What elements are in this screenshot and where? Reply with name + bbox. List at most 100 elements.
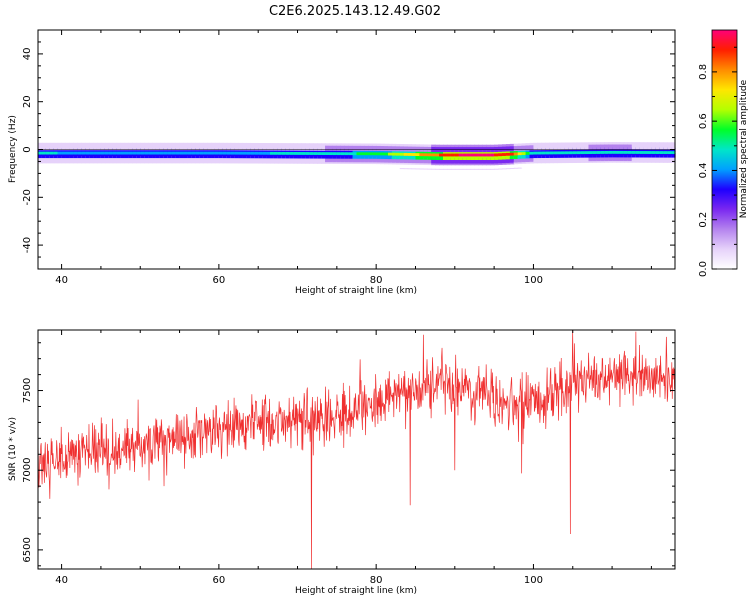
- spectral-cell: [214, 142, 220, 146]
- spectral-cell: [387, 161, 393, 165]
- spectral-cell: [498, 157, 503, 164]
- spectral-cell: [246, 161, 251, 164]
- spectral-cell: [627, 153, 633, 158]
- spectral-cell: [407, 145, 413, 152]
- spectral-cell: [262, 167, 267, 169]
- spectral-cell: [376, 161, 381, 165]
- spectral-cell: [572, 155, 578, 162]
- spectral-cell: [639, 155, 645, 162]
- spectral-cell: [254, 148, 259, 153]
- spectral-cell: [89, 160, 94, 164]
- spectral-cell: [218, 160, 224, 164]
- spectral-cell: [564, 153, 570, 158]
- spectral-cell: [152, 160, 157, 164]
- spectral-cell: [525, 161, 531, 164]
- spectral-ridge-cell: [395, 152, 401, 156]
- spectral-cell: [541, 144, 546, 151]
- spectral-cell: [427, 146, 432, 152]
- spectral-cell: [317, 167, 322, 169]
- spectral-ridge-cell: [96, 151, 102, 155]
- spectral-cell: [470, 155, 476, 161]
- spectral-cell: [155, 142, 161, 146]
- spectrogram-y-tick-label: 40: [22, 48, 33, 61]
- spectral-cell: [537, 144, 542, 151]
- spectral-cell: [639, 166, 645, 168]
- spectral-cell: [49, 166, 55, 168]
- spectral-cell: [340, 167, 346, 169]
- spectral-ridge-cell: [588, 151, 594, 154]
- spectral-cell: [309, 156, 314, 163]
- spectral-cell: [163, 155, 169, 162]
- spectral-cell: [171, 144, 177, 151]
- spectral-cell: [450, 168, 456, 170]
- spectral-cell: [49, 155, 55, 162]
- spectrogram-y-tick-label: -20: [22, 189, 33, 205]
- spectral-cell: [211, 155, 216, 162]
- spectral-cell: [643, 160, 649, 163]
- spectral-cell: [332, 143, 338, 146]
- spectral-cell: [584, 144, 590, 150]
- spectrogram-axes: 40 60 80 100 40 20 0 -20 -40: [22, 30, 675, 286]
- spectral-cell: [277, 143, 283, 146]
- spectral-cell: [65, 144, 71, 151]
- spectral-cell: [537, 166, 542, 168]
- spectral-cell: [352, 156, 358, 163]
- spectral-cell: [576, 166, 582, 168]
- spectral-cell: [655, 166, 660, 168]
- snr-y-tick-label: 7000: [22, 457, 33, 482]
- spectral-cell: [183, 160, 189, 164]
- spectral-cell: [230, 161, 236, 164]
- spectral-cell: [49, 160, 55, 164]
- spectral-cell: [69, 155, 74, 162]
- spectral-cell: [175, 153, 181, 159]
- spectral-cell: [584, 155, 590, 162]
- spectral-cell: [604, 166, 609, 168]
- spectral-cell: [580, 160, 586, 163]
- spectral-cell: [592, 142, 597, 145]
- spectral-cell: [549, 155, 554, 162]
- spectrogram-y-tick-label: 0: [22, 146, 33, 152]
- spectral-cell: [368, 145, 373, 151]
- spectral-cell: [403, 157, 409, 163]
- spectral-cell: [171, 155, 177, 162]
- spectral-cell: [112, 160, 118, 164]
- spectral-ridge-cell: [564, 151, 570, 155]
- spectral-cell: [608, 166, 613, 168]
- spectral-ridge-cell: [108, 151, 114, 155]
- spectral-cell: [659, 160, 664, 163]
- spectral-ridge-cell: [478, 153, 483, 157]
- spectral-cell: [120, 160, 126, 164]
- spectral-cell: [69, 153, 74, 159]
- spectral-cell: [376, 143, 381, 146]
- spectral-cell: [336, 167, 342, 169]
- spectral-cell: [647, 155, 653, 162]
- spectral-cell: [57, 142, 63, 146]
- spectral-cell: [167, 142, 173, 146]
- spectral-cell: [293, 161, 299, 164]
- colorbar: 0.0 0.2 0.4 0.6 0.8 Normalized spectral ampl…: [698, 29, 749, 277]
- spectral-cell: [541, 166, 546, 168]
- spectral-cell: [124, 166, 130, 168]
- spectral-cell: [336, 154, 342, 159]
- spectral-cell: [541, 155, 546, 162]
- spectral-cell: [100, 142, 106, 146]
- spectral-cell: [596, 143, 601, 150]
- spectral-cell: [596, 155, 601, 162]
- spectral-cell: [85, 155, 90, 162]
- spectral-cell: [399, 168, 405, 170]
- spectral-cell: [399, 145, 405, 152]
- spectral-cell: [348, 156, 354, 163]
- spectral-ridge-cell: [89, 151, 94, 155]
- spectral-cell: [588, 143, 594, 150]
- spectral-cell: [443, 162, 448, 166]
- spectral-cell: [490, 162, 495, 166]
- spectral-cell: [167, 160, 173, 164]
- spectral-cell: [415, 168, 421, 170]
- spectral-cell: [498, 146, 503, 152]
- spectral-cell: [513, 161, 519, 165]
- spectral-cell: [667, 142, 672, 145]
- spectral-cell: [258, 167, 263, 169]
- spectral-cell: [368, 167, 373, 169]
- spectral-cell: [273, 144, 279, 151]
- spectral-cell: [234, 156, 240, 162]
